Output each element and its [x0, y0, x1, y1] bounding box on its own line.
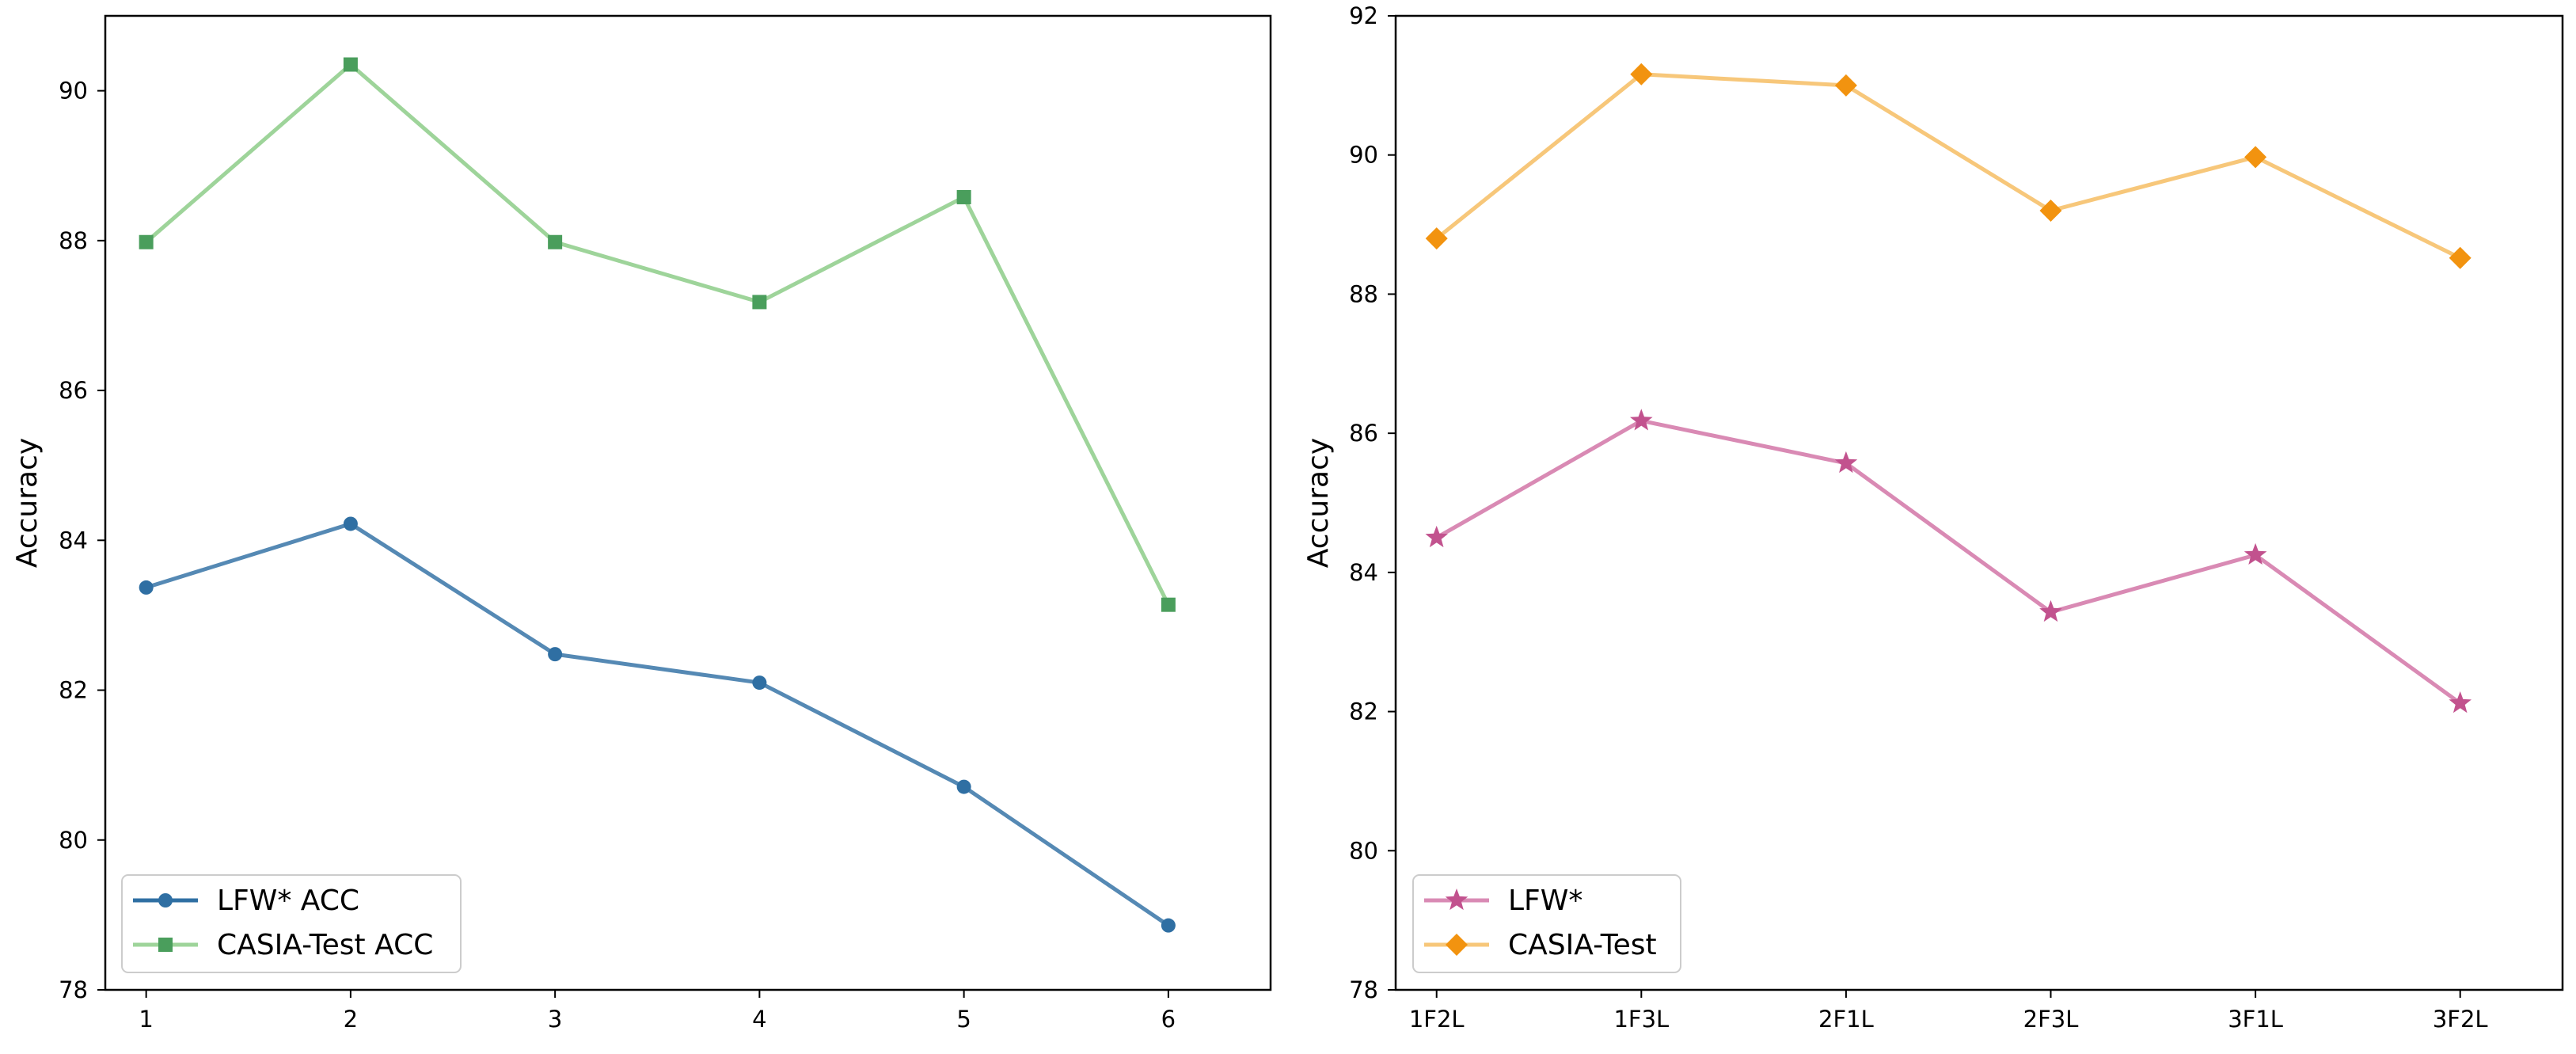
y-tick-label: 84 [59, 527, 88, 554]
y-tick-label: 90 [59, 78, 88, 105]
legend-label: LFW* ACC [217, 885, 359, 917]
data-point [752, 295, 767, 310]
data-point [2449, 691, 2472, 713]
data-point [548, 647, 563, 662]
x-tick-label: 2F1L [1818, 1006, 1874, 1033]
plot-frame [1394, 14, 2564, 991]
x-tick-label: 1F3L [1613, 1006, 1669, 1033]
y-tick-label: 80 [59, 827, 88, 854]
y-tick-label: 86 [59, 377, 88, 404]
data-point [1425, 525, 1448, 548]
data-point [1834, 74, 1857, 97]
y-tick-label: 88 [1349, 280, 1378, 307]
y-tick-label: 82 [59, 677, 88, 704]
right-chart-panel: 78 80 82 84 86 88 90 92 1F2L 1F3L 2F1L 2F3L 3F1L 3F2L… [1302, 2, 2564, 1033]
legend-label: CASIA-Test [1508, 929, 1657, 961]
y-tick-label: 78 [59, 976, 88, 1003]
y-tick-label: 90 [1349, 142, 1378, 169]
legend: LFW* CASIA-Test [1412, 874, 1681, 973]
data-point [139, 580, 154, 595]
data-point [2449, 246, 2472, 269]
y-axis-label: Accuracy [1302, 438, 1335, 568]
data-point [1630, 63, 1653, 86]
legend: LFW* ACC CASIA-Test ACC [121, 874, 462, 973]
y-tick-label: 86 [1349, 420, 1378, 447]
y-tick-label: 80 [1349, 837, 1378, 864]
data-point [2244, 146, 2267, 169]
data-point [1161, 918, 1176, 933]
series-line [1435, 72, 2461, 260]
legend-marker [158, 938, 173, 952]
data-point [956, 779, 971, 794]
y-axis-label: Accuracy [11, 438, 44, 568]
legend-label: CASIA-Test ACC [217, 929, 433, 961]
series-1 [139, 57, 1176, 612]
data-point [752, 675, 767, 691]
data-point [1630, 409, 1653, 431]
y-tick-label: 88 [59, 227, 88, 254]
y-tick-label: 82 [1349, 698, 1378, 725]
data-point [1425, 227, 1448, 250]
x-tick-label: 5 [956, 1006, 971, 1033]
data-point [343, 516, 358, 531]
data-point [548, 234, 563, 249]
x-tick-label: 3 [548, 1006, 562, 1033]
series-0 [1425, 409, 2472, 713]
x-tick-label: 3F2L [2433, 1006, 2488, 1033]
y-tick-label: 84 [1349, 559, 1378, 586]
x-tick-label: 3F1L [2228, 1006, 2283, 1033]
series-0 [139, 516, 1176, 933]
data-point [2244, 542, 2267, 565]
data-point [1161, 597, 1176, 612]
series-line [145, 521, 1170, 927]
data-point [1834, 451, 1858, 474]
legend-marker [1445, 888, 1468, 911]
data-point [2039, 200, 2062, 222]
plot-frame [104, 14, 1272, 991]
x-tick-label: 1 [139, 1006, 153, 1033]
series-line [145, 63, 1171, 606]
left-chart-panel: 78 80 82 84 86 88 90 1 2 3 4 5 6 Accuracy LFW* ACC CASI… [11, 14, 1272, 1033]
data-point [343, 57, 358, 72]
data-point [2039, 599, 2062, 622]
x-tick-label: 2F3L [2023, 1006, 2079, 1033]
x-tick-label: 2 [344, 1006, 358, 1033]
legend-box [121, 874, 462, 973]
legend-marker [158, 893, 173, 908]
series-1 [1425, 63, 2472, 269]
y-tick-label: 92 [1349, 2, 1378, 29]
data-point [139, 234, 154, 249]
x-tick-label: 1F2L [1409, 1006, 1465, 1033]
x-tick-label: 4 [752, 1006, 766, 1033]
x-tick-label: 6 [1161, 1006, 1176, 1033]
legend-marker [1446, 934, 1468, 956]
data-point [956, 189, 971, 204]
legend-label: LFW* [1508, 885, 1582, 917]
y-tick-label: 78 [1349, 976, 1378, 1003]
series-line [1435, 418, 2462, 706]
